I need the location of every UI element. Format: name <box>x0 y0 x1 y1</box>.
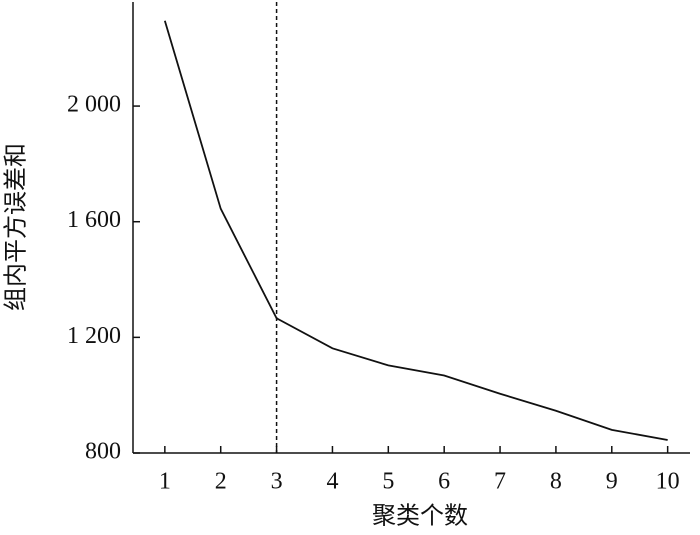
x-tick-label: 7 <box>494 469 506 495</box>
x-axis-label: 聚类个数 <box>372 503 468 530</box>
x-tick-label: 9 <box>606 469 618 495</box>
x-tick-label: 3 <box>271 469 283 495</box>
y-axis-label: 组内平方误差和 <box>3 143 30 311</box>
x-tick-label: 5 <box>382 469 394 495</box>
x-tick-label: 4 <box>326 469 338 495</box>
line-series <box>163 20 668 441</box>
x-tick-label: 8 <box>550 469 562 495</box>
y-tick-label: 800 <box>85 439 121 465</box>
x-tick-label: 10 <box>656 469 680 495</box>
y-tick-label: 2 000 <box>67 92 121 118</box>
x-tick-label: 6 <box>438 469 450 495</box>
y-tick-label: 1 200 <box>67 323 121 349</box>
x-tick-label: 1 <box>159 469 171 495</box>
y-tick-label: 1 600 <box>67 207 121 233</box>
x-tick-label: 2 <box>215 469 227 495</box>
